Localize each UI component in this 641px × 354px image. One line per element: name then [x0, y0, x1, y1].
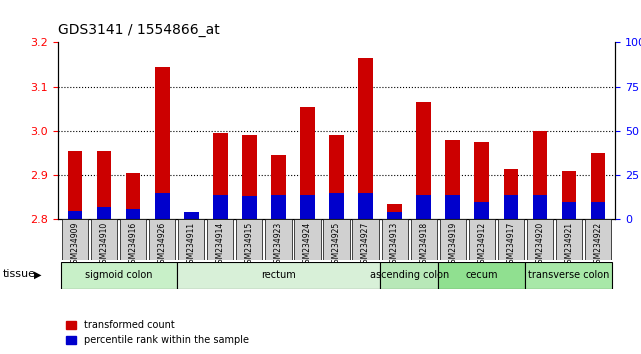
- FancyBboxPatch shape: [177, 262, 380, 289]
- Text: GSM234912: GSM234912: [478, 222, 487, 268]
- Bar: [387, 212, 402, 219]
- Bar: [184, 213, 199, 219]
- Bar: [213, 133, 228, 219]
- Text: GDS3141 / 1554866_at: GDS3141 / 1554866_at: [58, 23, 219, 37]
- Bar: [445, 195, 460, 219]
- Bar: [271, 155, 286, 219]
- Bar: [184, 212, 199, 219]
- Text: GSM234925: GSM234925: [332, 222, 341, 268]
- Bar: [590, 202, 605, 219]
- Bar: [533, 195, 547, 219]
- Text: GSM234920: GSM234920: [535, 222, 544, 268]
- FancyBboxPatch shape: [381, 219, 408, 260]
- Bar: [126, 173, 140, 219]
- FancyBboxPatch shape: [380, 262, 438, 289]
- FancyBboxPatch shape: [265, 219, 292, 260]
- Bar: [329, 193, 344, 219]
- Text: GSM234919: GSM234919: [448, 222, 457, 268]
- Bar: [213, 195, 228, 219]
- Text: ascending colon: ascending colon: [369, 270, 449, 280]
- FancyBboxPatch shape: [497, 219, 524, 260]
- Bar: [387, 204, 402, 219]
- Text: GSM234926: GSM234926: [158, 222, 167, 268]
- FancyBboxPatch shape: [207, 219, 233, 260]
- Text: GSM234917: GSM234917: [506, 222, 515, 268]
- Text: tissue: tissue: [3, 269, 36, 279]
- Text: GSM234909: GSM234909: [71, 222, 79, 268]
- Bar: [417, 102, 431, 219]
- Bar: [68, 211, 83, 219]
- Bar: [300, 107, 315, 219]
- FancyBboxPatch shape: [469, 219, 495, 260]
- Bar: [97, 151, 112, 219]
- Legend: transformed count, percentile rank within the sample: transformed count, percentile rank withi…: [63, 316, 253, 349]
- Bar: [242, 196, 256, 219]
- Text: rectum: rectum: [261, 270, 296, 280]
- Bar: [155, 67, 169, 219]
- FancyBboxPatch shape: [61, 262, 177, 289]
- Bar: [474, 142, 489, 219]
- Bar: [504, 169, 518, 219]
- Bar: [358, 58, 373, 219]
- Bar: [562, 202, 576, 219]
- Bar: [533, 131, 547, 219]
- Bar: [417, 195, 431, 219]
- FancyBboxPatch shape: [324, 219, 349, 260]
- Text: GSM234915: GSM234915: [245, 222, 254, 268]
- Text: transverse colon: transverse colon: [528, 270, 610, 280]
- FancyBboxPatch shape: [556, 219, 582, 260]
- Bar: [445, 140, 460, 219]
- Text: sigmoid colon: sigmoid colon: [85, 270, 153, 280]
- FancyBboxPatch shape: [120, 219, 146, 260]
- FancyBboxPatch shape: [585, 219, 611, 260]
- Text: GSM234916: GSM234916: [129, 222, 138, 268]
- Bar: [329, 135, 344, 219]
- FancyBboxPatch shape: [91, 219, 117, 260]
- Bar: [68, 151, 83, 219]
- FancyBboxPatch shape: [438, 262, 526, 289]
- Bar: [242, 135, 256, 219]
- FancyBboxPatch shape: [237, 219, 262, 260]
- Text: cecum: cecum: [465, 270, 498, 280]
- FancyBboxPatch shape: [411, 219, 437, 260]
- FancyBboxPatch shape: [526, 262, 612, 289]
- Bar: [126, 209, 140, 219]
- Bar: [474, 202, 489, 219]
- Text: GSM234923: GSM234923: [274, 222, 283, 268]
- Text: GSM234910: GSM234910: [99, 222, 109, 268]
- Bar: [300, 195, 315, 219]
- Bar: [358, 193, 373, 219]
- Text: GSM234918: GSM234918: [419, 222, 428, 268]
- FancyBboxPatch shape: [149, 219, 176, 260]
- Bar: [562, 171, 576, 219]
- FancyBboxPatch shape: [353, 219, 379, 260]
- Bar: [590, 153, 605, 219]
- Text: GSM234921: GSM234921: [564, 222, 574, 268]
- FancyBboxPatch shape: [294, 219, 320, 260]
- Bar: [97, 207, 112, 219]
- Bar: [504, 195, 518, 219]
- Text: ▶: ▶: [34, 269, 42, 279]
- Text: GSM234911: GSM234911: [187, 222, 196, 268]
- Bar: [271, 195, 286, 219]
- Text: GSM234922: GSM234922: [594, 222, 603, 268]
- Text: GSM234914: GSM234914: [216, 222, 225, 268]
- FancyBboxPatch shape: [440, 219, 466, 260]
- FancyBboxPatch shape: [527, 219, 553, 260]
- Text: GSM234927: GSM234927: [361, 222, 370, 268]
- Bar: [155, 193, 169, 219]
- FancyBboxPatch shape: [62, 219, 88, 260]
- Text: GSM234924: GSM234924: [303, 222, 312, 268]
- Text: GSM234913: GSM234913: [390, 222, 399, 268]
- FancyBboxPatch shape: [178, 219, 204, 260]
